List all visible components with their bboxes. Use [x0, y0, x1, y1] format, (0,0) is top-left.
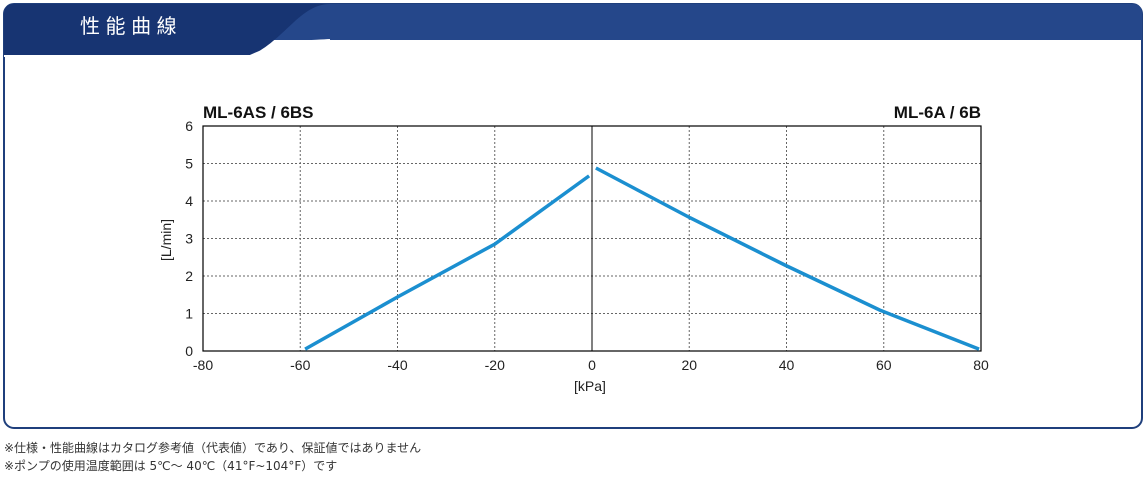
series-line — [595, 166, 980, 351]
panel — [3, 3, 1143, 429]
x-tick-label: -20 — [485, 357, 505, 373]
note: ※仕様・性能曲線はカタログ参考値（代表値）であり、保証値ではありません — [4, 440, 421, 455]
series-line — [304, 174, 591, 351]
header-title: 性 能 曲 線 — [80, 15, 177, 38]
y-tick-label: 1 — [185, 306, 193, 322]
x-tick-label: 20 — [681, 357, 697, 373]
header-tab — [4, 4, 330, 56]
series-label: ML-6A / 6B — [894, 103, 981, 122]
header-curve — [249, 39, 331, 57]
x-tick-label: 60 — [876, 357, 892, 373]
note: ※ポンプの使用温度範囲は 5℃～ 40℃（41°F~104°F）です — [4, 458, 337, 473]
y-tick-label: 6 — [185, 118, 193, 134]
y-axis-label: [L/min] — [158, 219, 174, 261]
y-tick-label: 2 — [185, 268, 193, 284]
y-tick-label: 5 — [185, 156, 193, 172]
plot-frame — [202, 125, 982, 352]
x-tick-label: -60 — [290, 357, 310, 373]
y-tick-label: 3 — [185, 231, 193, 247]
x-axis-label: [kPa] — [574, 378, 606, 394]
x-tick-label: -40 — [387, 357, 407, 373]
x-tick-label: -80 — [193, 357, 213, 373]
x-tick-label: 0 — [588, 357, 596, 373]
x-tick-label: 80 — [973, 357, 989, 373]
x-tick-label: 40 — [779, 357, 795, 373]
y-tick-label: 0 — [185, 343, 193, 359]
y-tick-label: 4 — [185, 193, 193, 209]
series-label: ML-6AS / 6BS — [203, 103, 314, 122]
